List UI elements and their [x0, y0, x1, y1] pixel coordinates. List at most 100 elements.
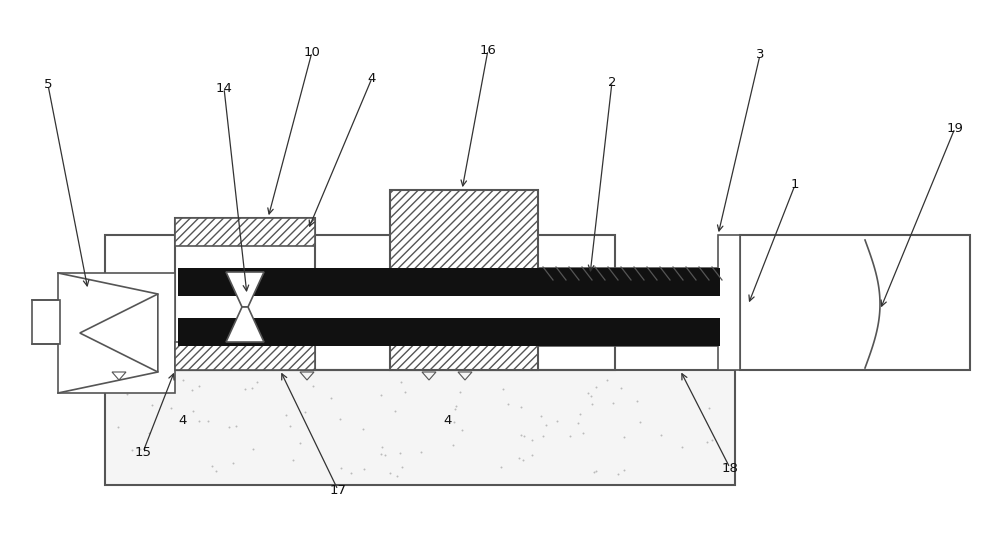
Point [524, 436, 540, 444]
Point [333, 463, 349, 472]
Point [575, 429, 591, 437]
Point [225, 459, 241, 467]
Point [221, 423, 237, 431]
Point [454, 425, 470, 434]
Bar [32, 300, 60, 344]
Point [583, 391, 599, 400]
Bar [175, 342, 315, 370]
Point [387, 406, 403, 415]
Text: 16: 16 [480, 43, 496, 56]
Point [533, 411, 549, 420]
Point [511, 454, 527, 462]
Point [446, 418, 462, 427]
Point [297, 408, 313, 417]
Point [374, 443, 390, 451]
Point [445, 440, 461, 449]
Bar [718, 235, 740, 370]
Point [629, 396, 645, 405]
Bar [178, 318, 720, 346]
Point [208, 466, 224, 475]
Bar [178, 296, 720, 318]
Point [119, 390, 135, 398]
Text: 4: 4 [444, 414, 452, 427]
Point [588, 382, 604, 391]
Text: 18: 18 [722, 461, 738, 474]
Bar [390, 190, 538, 370]
Point [616, 465, 632, 474]
Point [447, 405, 463, 414]
Bar [175, 218, 315, 370]
Point [393, 378, 409, 386]
Point [535, 431, 551, 440]
Point [144, 401, 160, 409]
Text: 10: 10 [304, 46, 320, 59]
Point [653, 431, 669, 440]
Text: 15: 15 [134, 446, 152, 459]
Bar [538, 268, 718, 346]
Point [572, 410, 588, 418]
Point [110, 422, 126, 431]
Point [377, 451, 393, 460]
Point [632, 418, 648, 427]
Point [549, 417, 565, 425]
Point [285, 456, 301, 464]
Point [513, 430, 529, 439]
Point [373, 450, 389, 459]
Point [141, 429, 157, 437]
Point [588, 467, 604, 475]
Text: 14: 14 [216, 81, 232, 94]
Point [373, 391, 389, 399]
Text: 4: 4 [179, 414, 187, 427]
Point [282, 422, 298, 430]
Point [237, 384, 253, 393]
Point [515, 455, 531, 464]
Point [616, 432, 632, 441]
Point [355, 424, 371, 433]
Point [175, 376, 191, 384]
Point [228, 422, 244, 430]
Bar [105, 370, 735, 485]
Point [160, 378, 176, 387]
Point [245, 444, 261, 453]
Point [524, 451, 540, 460]
Text: 1: 1 [791, 178, 799, 191]
Point [244, 384, 260, 392]
Point [570, 419, 586, 428]
Point [278, 410, 294, 419]
Point [586, 468, 602, 476]
Point [448, 402, 464, 410]
Text: 19: 19 [947, 121, 963, 134]
Point [389, 472, 405, 481]
Point [184, 385, 200, 394]
Bar [175, 218, 315, 246]
Point [580, 389, 596, 397]
Text: 5: 5 [44, 79, 52, 92]
Bar [58, 273, 175, 393]
Point [191, 417, 207, 426]
Point [343, 469, 359, 478]
Point [674, 443, 690, 451]
Text: 2: 2 [608, 75, 616, 88]
Point [613, 383, 629, 392]
Point [562, 431, 578, 440]
Bar [740, 235, 970, 370]
Point [584, 400, 600, 409]
Point [513, 403, 529, 411]
Point [495, 384, 511, 393]
Text: 17: 17 [330, 483, 347, 496]
Point [124, 446, 140, 454]
Text: 3: 3 [756, 48, 764, 61]
Bar [105, 235, 615, 370]
Point [701, 404, 717, 412]
Point [413, 448, 429, 456]
Point [356, 464, 372, 473]
Polygon shape [226, 307, 264, 342]
Polygon shape [226, 272, 264, 307]
Point [610, 469, 626, 478]
Point [132, 445, 148, 454]
Point [305, 382, 321, 391]
Point [699, 438, 715, 447]
Point [394, 462, 410, 471]
Point [163, 403, 179, 412]
Point [249, 377, 265, 386]
